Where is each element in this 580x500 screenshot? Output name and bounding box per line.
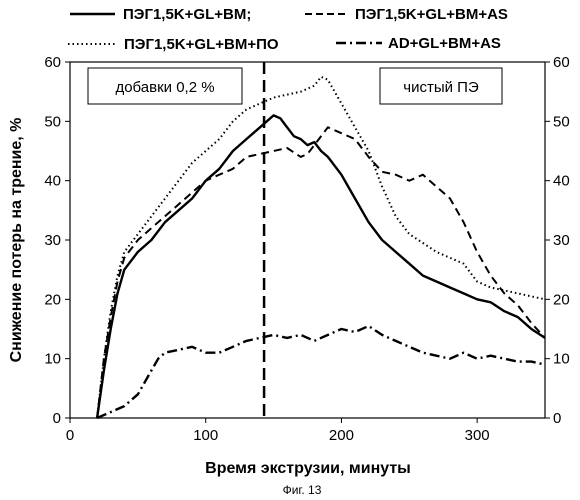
- axis-ticks: 0 100 200 300 0 10 20 30 40 50 60 0 10 20 30 40 50 60: [44, 54, 569, 444]
- x-tick-label: 100: [193, 427, 218, 444]
- legend-label-2: ПЭГ1,5K+GL+BM+AS: [355, 6, 508, 23]
- legend-label-3: ПЭГ1,5K+GL+BM+ПО: [124, 36, 279, 53]
- series-line-4: [97, 326, 545, 418]
- series-line-1: [97, 115, 545, 418]
- y2-tick-label: 60: [553, 54, 570, 71]
- legend-label-4: AD+GL+BM+AS: [388, 35, 501, 52]
- annotation-right-text: чистый ПЭ: [403, 79, 479, 96]
- y2-tick-label: 50: [553, 113, 570, 130]
- annotation-left: добавки 0,2 %: [88, 68, 242, 104]
- y-tick-label: 60: [44, 54, 61, 71]
- series-line-2: [97, 127, 545, 418]
- y2-tick-label: 0: [553, 410, 561, 427]
- figure-caption: Фиг. 13: [283, 483, 322, 497]
- annotation-right: чистый ПЭ: [380, 68, 502, 104]
- y2-tick-label: 30: [553, 232, 570, 249]
- series-layer: [97, 77, 545, 418]
- y-tick-label: 50: [44, 113, 61, 130]
- series-line-3: [97, 77, 545, 418]
- y2-tick-label: 40: [553, 173, 570, 190]
- legend-entry-3: ПЭГ1,5K+GL+BM+ПО: [68, 36, 279, 53]
- legend-entry-4: AD+GL+BM+AS: [336, 35, 501, 52]
- y2-tick-label: 20: [553, 291, 570, 308]
- plot-area: [70, 62, 545, 418]
- y-tick-label: 30: [44, 232, 61, 249]
- y-tick-label: 40: [44, 173, 61, 190]
- x-tick-label: 0: [66, 427, 74, 444]
- legend-entry-2: ПЭГ1,5K+GL+BM+AS: [305, 6, 508, 23]
- y2-tick-label: 10: [553, 351, 570, 368]
- x-tick-label: 200: [329, 427, 354, 444]
- y-axis-title: Снижение потерь на трение, %: [8, 118, 25, 363]
- legend-label-1: ПЭГ1,5K+GL+BM;: [123, 6, 251, 23]
- y-tick-label: 0: [53, 410, 61, 427]
- x-tick-label: 300: [465, 427, 490, 444]
- y-tick-label: 20: [44, 291, 61, 308]
- legend-entry-1: ПЭГ1,5K+GL+BM;: [70, 6, 251, 23]
- annotation-left-text: добавки 0,2 %: [115, 79, 214, 96]
- x-axis-title: Время экструзии, минуты: [205, 460, 411, 477]
- y-tick-label: 10: [44, 351, 61, 368]
- legend: ПЭГ1,5K+GL+BM; ПЭГ1,5K+GL+BM+AS ПЭГ1,5K+…: [68, 6, 508, 53]
